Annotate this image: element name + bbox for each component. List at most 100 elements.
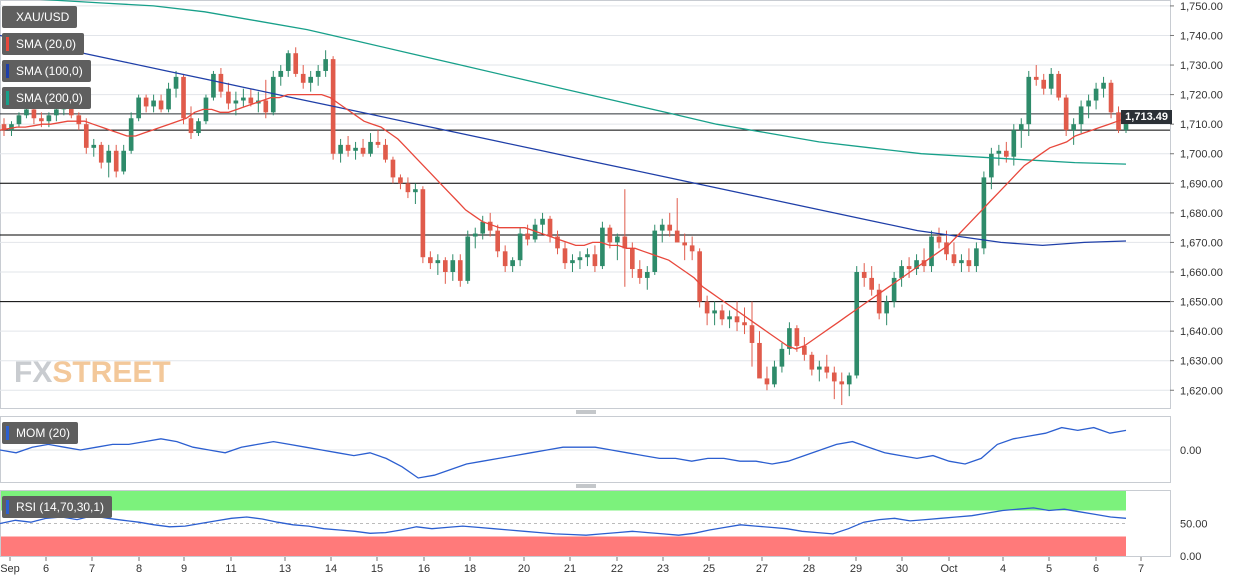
candle-body [734,316,740,323]
sma20-swatch [6,37,9,51]
candle-body [1071,124,1076,131]
candle-body [443,260,448,272]
y-tick-label: 1,740.00 [1180,30,1223,42]
candle-body [689,245,695,252]
candle-body [83,124,89,148]
candle-body [450,260,456,272]
mom-label: MOM (20) [2,422,78,444]
candle-body [480,221,486,234]
candle-body [974,248,979,267]
candle-body [405,183,411,193]
candle-body [914,260,919,270]
candle-body [9,124,14,131]
candle-body [630,248,635,270]
x-tick-label: 29 [850,563,862,575]
candle-body [899,266,904,278]
candle-body [315,70,321,77]
candle-body [121,150,126,172]
candle-body [555,236,560,249]
candle-body [966,260,972,267]
x-tick-label: 5 [1046,563,1052,575]
candle-body [46,115,52,122]
candle-body [1011,130,1017,157]
x-tick-label: Oct [940,563,957,575]
candle-body [106,150,112,163]
candle-body [495,230,500,252]
x-tick-label: 6 [43,563,49,575]
sma200-line [40,0,1127,165]
candle-body [749,325,755,343]
rsi-overbought-zone [1,491,1126,511]
price-label-text: XAU/USD [16,10,70,24]
candle-body [951,254,957,264]
candle-body [719,310,725,320]
candle-body [457,260,463,281]
candle-body [824,366,830,373]
y-tick-label: 1,680.00 [1180,208,1223,220]
y-tick-label: 1,750.00 [1180,1,1223,13]
candle-body [712,310,717,314]
candle-body [525,233,530,240]
sma100-label-text: SMA (100,0) [16,64,83,78]
candle-body [1078,106,1084,125]
sma20-label-text: SMA (20,0) [16,37,77,51]
x-tick-label: 9 [181,563,187,575]
candle-body [839,381,845,385]
candle-body [435,260,441,264]
candle-body [570,260,575,264]
candle-body [16,115,22,125]
candle-body [413,189,418,193]
candle-body [128,118,134,151]
candle-body [644,272,650,278]
x-tick-label: 20 [518,563,530,575]
candle-body [667,224,673,231]
candle-body [248,97,254,104]
mom-zero-label: 0.00 [1180,445,1201,457]
candle-body [1108,82,1114,113]
candle-body [510,260,515,267]
candle-body [652,230,658,272]
candle-body [794,328,800,346]
candle-body [981,177,987,249]
candle-body [854,272,860,376]
candle-body [607,227,613,243]
price-swatch [6,10,9,24]
y-tick-label: 1,620.00 [1180,385,1223,397]
price-label: XAU/USD [2,6,78,28]
candle-body [787,328,792,349]
candle-body [757,342,762,379]
candle-body [420,189,426,258]
candle-body [600,227,605,267]
candle-body [158,100,164,110]
candle-body [76,115,82,125]
candle-body [308,76,313,83]
candle-body [547,218,553,237]
candle-body [211,73,216,98]
candle-body [69,106,74,116]
candle-body [637,269,643,278]
candle-body [98,144,104,163]
candle-body [996,150,1002,154]
candle-body [91,144,97,148]
candle-body [181,76,186,119]
rsi-oversold-zone [1,536,1126,556]
x-tick-label: 7 [89,563,95,575]
candle-body [136,97,141,119]
candle-body [936,236,942,243]
y-tick-label: 1,700.00 [1180,149,1223,161]
x-tick-label: 22 [611,563,623,575]
candle-body [929,236,934,267]
candle-body [772,366,777,385]
candle-body [390,159,396,178]
y-tick-label: 1,630.00 [1180,356,1223,368]
mom-label-text: MOM (20) [16,426,70,440]
sma100-label: SMA (100,0) [2,60,91,82]
x-tick-label: 30 [896,563,908,575]
candle-body [1063,97,1069,131]
x-tick-label: 7 [1138,563,1144,575]
candle-body [24,109,29,116]
candle-body [921,260,927,267]
candle-body [1056,73,1061,98]
candle-body [1018,124,1024,131]
